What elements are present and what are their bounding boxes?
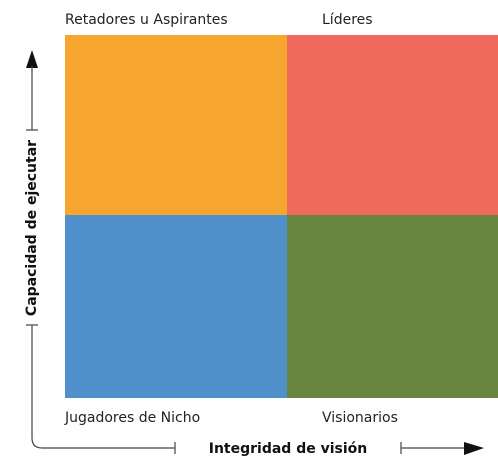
quadrant-label: Jugadores de Nicho [64,410,200,426]
quadrant-visionaries [287,215,498,398]
x-axis-arrow [464,442,484,455]
quadrant-challengers [65,35,287,215]
quadrant-leaders [287,35,498,215]
axis-corner [31,325,175,449]
x-axis-label: Integridad de visión [209,441,367,457]
quadrant-label: Retadores u Aspirantes [65,12,228,28]
y-axis-label: Capacidad de ejecutar [24,140,40,316]
quadrant-label: Visionarios [322,410,398,426]
y-axis-arrow [26,50,38,68]
quadrant-niche [65,215,287,398]
quadrant-label: Líderes [322,12,373,28]
